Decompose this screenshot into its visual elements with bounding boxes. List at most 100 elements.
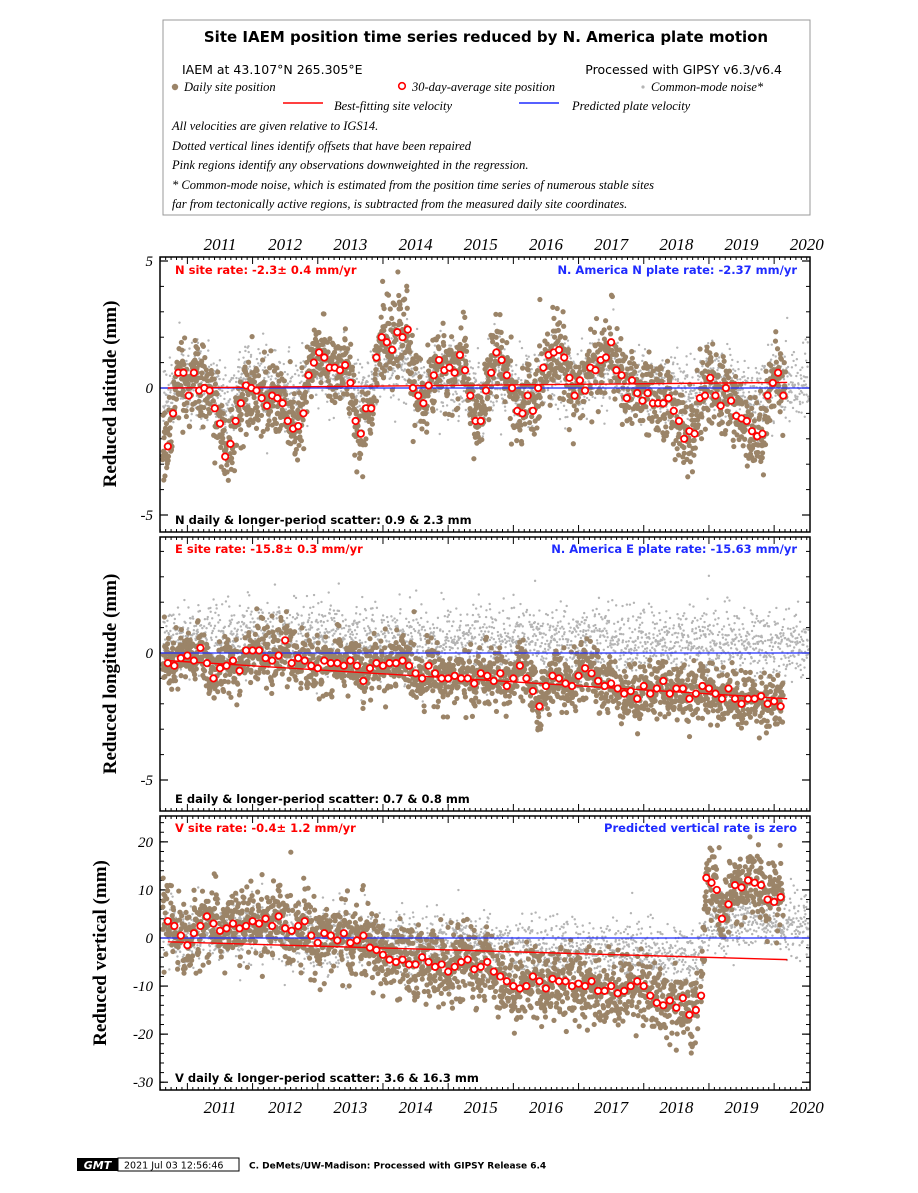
- common-mode-point: [244, 350, 246, 352]
- common-mode-point: [695, 392, 697, 394]
- daily-position-point: [291, 399, 296, 404]
- daily-position-point: [778, 409, 783, 414]
- avg-30day-point: [525, 392, 531, 398]
- daily-position-point: [303, 390, 308, 395]
- daily-position-point: [698, 430, 703, 435]
- daily-position-point: [753, 395, 758, 400]
- latitude-scatter-label: N daily & longer-period scatter: 0.9 & 2…: [175, 513, 472, 527]
- common-mode-point: [224, 374, 226, 376]
- common-mode-point: [490, 400, 492, 402]
- daily-position-point: [749, 412, 754, 417]
- avg-30day-point: [446, 364, 452, 370]
- daily-position-point: [692, 438, 697, 443]
- common-mode-point: [452, 393, 454, 395]
- daily-position-point: [748, 395, 753, 400]
- daily-position-point: [703, 427, 708, 432]
- common-mode-point: [649, 409, 651, 411]
- daily-position-point: [256, 373, 261, 378]
- common-mode-point: [771, 343, 773, 345]
- daily-position-point: [608, 331, 613, 336]
- common-mode-point: [607, 373, 609, 375]
- daily-position-point: [499, 345, 504, 350]
- daily-position-point: [567, 427, 572, 432]
- daily-position-point: [609, 359, 614, 364]
- avg-30day-point: [691, 431, 697, 437]
- daily-position-point: [676, 431, 681, 436]
- common-mode-point: [457, 379, 459, 381]
- common-mode-point: [358, 381, 360, 383]
- common-mode-point: [247, 351, 249, 353]
- common-mode-point: [182, 354, 184, 356]
- avg-30day-point: [498, 357, 504, 363]
- common-mode-point: [707, 342, 709, 344]
- daily-position-point: [374, 398, 379, 403]
- daily-position-point: [555, 306, 560, 311]
- common-mode-point: [520, 379, 522, 381]
- common-mode-point: [742, 391, 744, 393]
- common-mode-point: [233, 374, 235, 376]
- daily-position-point: [626, 405, 631, 410]
- daily-position-point: [252, 395, 257, 400]
- common-mode-point: [355, 395, 357, 397]
- daily-position-point: [363, 442, 368, 447]
- daily-position-point: [398, 306, 403, 311]
- daily-position-point: [226, 478, 231, 483]
- daily-position-point: [407, 350, 412, 355]
- daily-position-point: [742, 437, 747, 442]
- daily-position-point: [292, 391, 297, 396]
- daily-position-point: [774, 360, 779, 365]
- daily-position-point: [282, 378, 287, 383]
- common-mode-point: [676, 363, 678, 365]
- daily-position-point: [199, 370, 204, 375]
- common-mode-point: [283, 363, 285, 365]
- common-mode-point: [560, 380, 562, 382]
- daily-position-point: [245, 372, 250, 377]
- common-mode-point: [691, 376, 693, 378]
- common-mode-point: [443, 377, 445, 379]
- common-mode-point: [511, 373, 513, 375]
- daily-position-point: [290, 405, 295, 410]
- daily-position-point: [699, 414, 704, 419]
- daily-position-point: [466, 376, 471, 381]
- daily-position-point: [180, 430, 185, 435]
- common-mode-point: [804, 353, 806, 355]
- daily-position-point: [365, 390, 370, 395]
- common-mode-point: [521, 347, 523, 349]
- bottom-year-label: 2011: [204, 1098, 237, 1117]
- avg-30day-point: [483, 387, 489, 393]
- common-mode-point: [791, 382, 793, 384]
- common-mode-point: [805, 393, 807, 395]
- daily-position-point: [745, 463, 750, 468]
- daily-position-point: [668, 374, 673, 379]
- common-mode-point: [677, 378, 679, 380]
- avg-30day-point: [431, 372, 437, 378]
- daily-position-point: [767, 418, 772, 423]
- top-year-label: 2014: [399, 235, 434, 254]
- daily-position-point: [319, 362, 324, 367]
- common-mode-point: [589, 342, 591, 344]
- avg-30day-point: [165, 443, 171, 449]
- daily-position-point: [268, 348, 273, 353]
- common-mode-point: [442, 402, 444, 404]
- daily-position-point: [200, 424, 205, 429]
- daily-position-point: [509, 441, 514, 446]
- common-mode-point: [615, 385, 617, 387]
- common-mode-point: [801, 401, 803, 403]
- common-mode-point: [644, 348, 646, 350]
- common-mode-point: [208, 366, 210, 368]
- common-mode-point: [586, 397, 588, 399]
- common-mode-point: [439, 330, 441, 332]
- common-mode-point: [390, 396, 392, 398]
- common-mode-point: [457, 420, 459, 422]
- common-mode-point: [450, 345, 452, 347]
- daily-position-point: [179, 340, 184, 345]
- avg-30day-point: [540, 364, 546, 370]
- daily-position-point: [318, 380, 323, 385]
- common-mode-point: [612, 308, 614, 310]
- common-mode-point: [713, 409, 715, 411]
- daily-position-point: [222, 428, 227, 433]
- common-mode-point: [775, 355, 777, 357]
- daily-position-point: [560, 309, 565, 314]
- common-mode-point: [795, 364, 797, 366]
- daily-position-point: [558, 334, 563, 339]
